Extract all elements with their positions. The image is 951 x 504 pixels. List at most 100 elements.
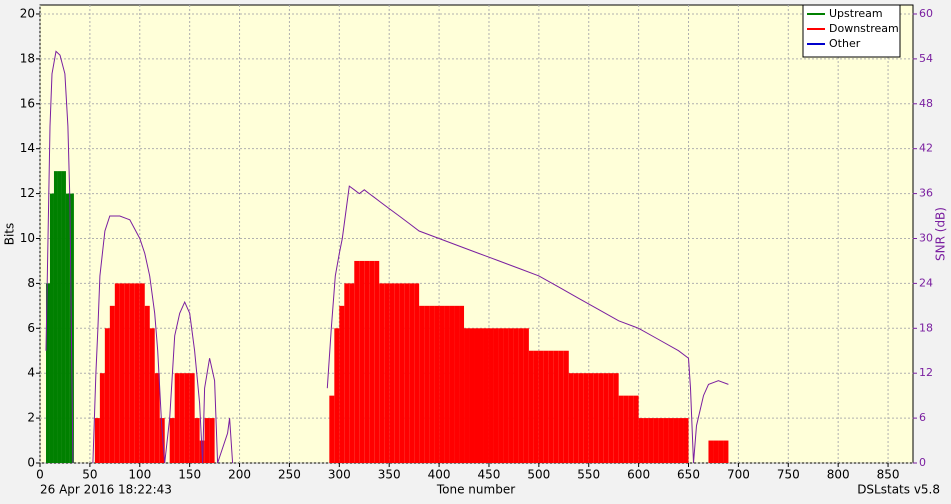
bar [354,260,360,463]
bar [568,373,574,463]
bar [394,283,400,463]
bar [723,440,729,463]
version: DSLstats v5.8 [857,483,940,497]
bar [45,283,50,463]
bar [61,171,66,463]
bar [713,440,719,463]
bar [643,418,649,463]
legend-box [802,4,901,58]
bar [618,395,624,463]
bar [454,305,460,463]
bar [339,305,345,463]
bar [384,283,390,463]
bar [69,193,74,463]
bar [154,373,160,463]
x-tick-label: 300 [328,468,351,482]
bar [159,418,165,463]
bar [608,373,614,463]
bar [593,373,599,463]
y2-tick-label: 6 [919,411,926,424]
bar [209,418,215,463]
bar [424,305,430,463]
legend-label: Other [829,37,861,50]
y-axis-label: Bits [3,223,17,246]
y2-tick-label: 0 [919,456,926,469]
legend-label: Upstream [829,7,883,20]
bar [663,418,669,463]
y2-tick-label: 30 [919,231,933,244]
legend-label: Downstream [829,22,899,35]
bar [633,395,639,463]
y2-tick-label: 12 [919,366,933,379]
bar [513,328,519,463]
y-tick-label: 12 [20,186,35,200]
bar [344,283,350,463]
bar [374,260,380,463]
bar [538,350,544,463]
x-tick-label: 550 [577,468,600,482]
bar [464,328,470,463]
y-tick-label: 6 [27,321,35,335]
y2-tick-label: 18 [919,321,933,334]
bar [65,193,70,463]
bar [139,283,145,463]
x-tick-label: 400 [428,468,451,482]
bar [169,418,175,463]
x-tick-label: 150 [178,468,201,482]
bar [474,328,479,463]
bar [134,283,140,463]
bar [523,328,529,463]
bar [404,283,410,463]
x-axis-label: Tone number [436,483,515,497]
bar [389,283,395,463]
bar [483,328,489,463]
bar [109,305,115,463]
bar [349,283,355,463]
y2-tick-label: 54 [919,52,933,65]
bar [653,418,659,463]
bar [518,328,524,463]
y-tick-label: 8 [27,276,35,290]
bar [104,328,110,463]
bar [429,305,435,463]
bar [439,305,445,463]
bar [364,260,370,463]
y-tick-label: 20 [20,6,35,20]
y-tick-label: 4 [27,366,35,380]
bar [708,440,714,463]
y2-tick-label: 24 [919,276,933,289]
x-tick-label: 250 [278,468,301,482]
bar [638,418,644,463]
bar [503,328,509,463]
x-tick-label: 200 [228,468,251,482]
bar [588,373,594,463]
bar [204,418,210,463]
bar [94,418,100,463]
bar [174,373,180,463]
bar [184,373,190,463]
x-tick-label: 750 [777,468,800,482]
y-tick-label: 10 [20,231,35,245]
bar [419,305,425,463]
y2-tick-label: 48 [919,97,933,110]
x-tick-label: 850 [877,468,900,482]
x-tick-label: 100 [128,468,151,482]
bar [449,305,455,463]
x-tick-label: 350 [378,468,401,482]
y-tick-label: 0 [27,456,35,470]
x-tick-label: 650 [677,468,700,482]
bar [498,328,504,463]
x-tick-label: 700 [727,468,750,482]
bar [583,373,589,463]
bar [414,283,420,463]
bar [673,418,679,463]
bar [603,373,609,463]
y2-tick-label: 36 [919,187,933,200]
bar [628,395,634,463]
bar [379,283,385,463]
y-tick-label: 16 [20,96,35,110]
bar [99,373,105,463]
bar [678,418,684,463]
bar [488,328,494,463]
bar [469,328,475,463]
